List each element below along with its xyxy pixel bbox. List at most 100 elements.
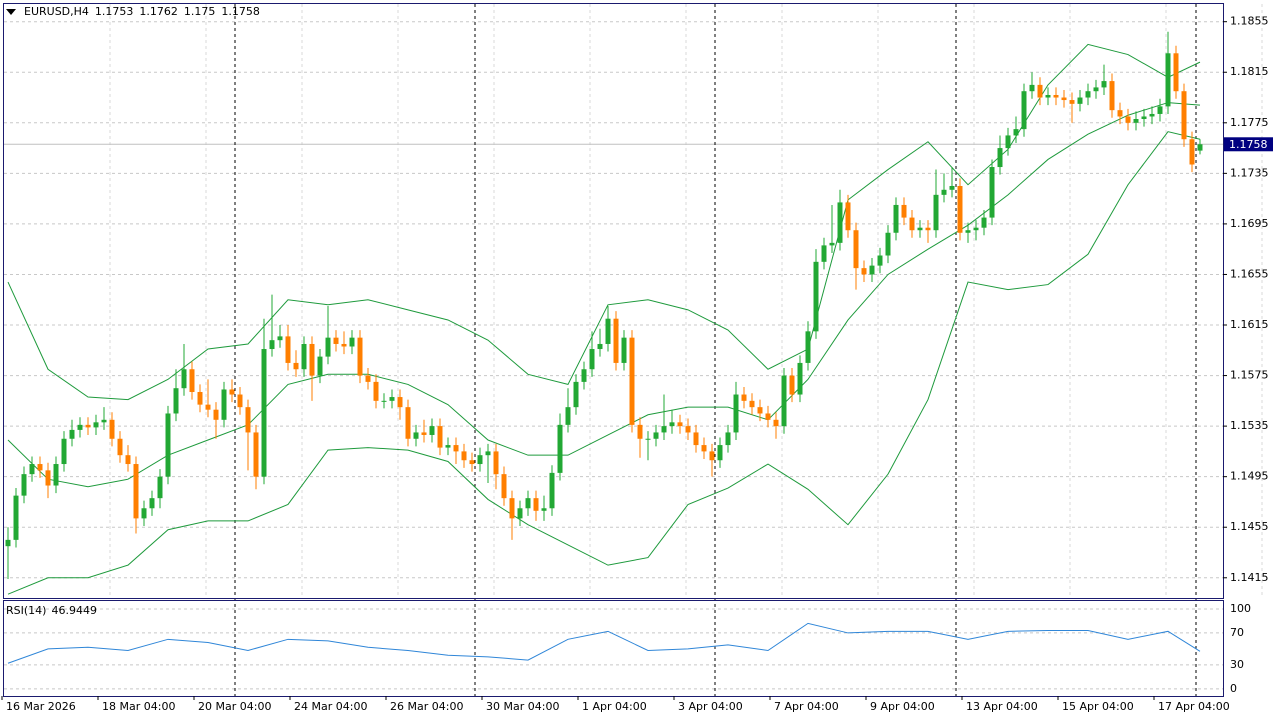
x-tick-label: 13 Apr 04:00 bbox=[966, 700, 1038, 713]
candle-body bbox=[789, 375, 795, 395]
candle-body bbox=[357, 337, 363, 376]
header-low: 1.175 bbox=[183, 5, 216, 18]
candle-body bbox=[605, 318, 611, 344]
candle-body bbox=[77, 424, 83, 430]
x-tick-label: 17 Apr 04:00 bbox=[1158, 700, 1230, 713]
candle-body bbox=[165, 413, 171, 477]
candle-body bbox=[501, 474, 507, 499]
candle-body bbox=[1189, 139, 1195, 165]
candle-body bbox=[525, 498, 531, 509]
candle-body bbox=[181, 369, 187, 389]
candle-body bbox=[61, 438, 67, 465]
candle-body bbox=[117, 438, 123, 456]
candle-body bbox=[101, 419, 107, 423]
x-tick-label: 24 Mar 04:00 bbox=[294, 700, 367, 713]
candle-body bbox=[973, 227, 979, 231]
candle-body bbox=[421, 432, 427, 435]
candle-body bbox=[813, 261, 819, 332]
candle-body bbox=[1197, 144, 1203, 151]
candle-body bbox=[453, 445, 459, 452]
candle-body bbox=[445, 445, 451, 448]
candle-body bbox=[845, 202, 851, 231]
rsi-label: RSI(14) bbox=[6, 604, 47, 617]
candle-body bbox=[197, 391, 203, 405]
candle-body bbox=[93, 422, 99, 428]
candle-body bbox=[53, 464, 59, 486]
candle-body bbox=[509, 498, 515, 519]
rsi-tick-label: 70 bbox=[1230, 626, 1244, 639]
candle-body bbox=[469, 460, 475, 465]
candle-body bbox=[661, 426, 667, 433]
y-tick-label: 1.1535 bbox=[1230, 419, 1269, 432]
candle-body bbox=[1005, 135, 1011, 149]
candle-body bbox=[869, 265, 875, 275]
candle-body bbox=[701, 445, 707, 452]
candle-body bbox=[805, 331, 811, 363]
candle-body bbox=[685, 426, 691, 433]
candle-body bbox=[565, 407, 571, 425]
candle-body bbox=[277, 336, 283, 341]
header-high: 1.1762 bbox=[139, 5, 178, 18]
y-tick-label: 1.1575 bbox=[1230, 369, 1269, 382]
candle-body bbox=[1029, 84, 1035, 92]
candle-body bbox=[173, 388, 179, 414]
y-tick-label: 1.1495 bbox=[1230, 470, 1269, 483]
candle-body bbox=[301, 343, 307, 370]
candle-body bbox=[965, 230, 971, 233]
candle-body bbox=[773, 419, 779, 427]
candle-body bbox=[1181, 91, 1187, 140]
candle-body bbox=[893, 204, 899, 233]
x-tick-label: 18 Mar 04:00 bbox=[102, 700, 175, 713]
candle-body bbox=[989, 167, 995, 218]
x-tick-label: 20 Mar 04:00 bbox=[198, 700, 271, 713]
candle-body bbox=[349, 337, 355, 347]
candle-body bbox=[917, 227, 923, 231]
candle-body bbox=[341, 343, 347, 347]
menu-arrow[interactable] bbox=[6, 8, 16, 15]
candle-body bbox=[589, 349, 595, 370]
candle-body bbox=[221, 389, 227, 420]
y-tick-label: 1.1855 bbox=[1230, 15, 1269, 28]
candle-body bbox=[733, 394, 739, 433]
candle-body bbox=[309, 343, 315, 376]
candle-body bbox=[45, 470, 51, 486]
y-tick-label: 1.1735 bbox=[1230, 166, 1269, 179]
y-tick-label: 1.1775 bbox=[1230, 116, 1269, 129]
candle-body bbox=[1061, 97, 1067, 101]
rsi-frame bbox=[3, 600, 1224, 697]
y-tick-label: 1.1815 bbox=[1230, 65, 1269, 78]
candle-body bbox=[21, 474, 27, 496]
candle-body bbox=[781, 375, 787, 427]
rsi-tick-label: 100 bbox=[1230, 602, 1251, 615]
candle-body bbox=[253, 432, 259, 477]
candle-body bbox=[1141, 116, 1147, 120]
candle-body bbox=[1117, 110, 1123, 117]
candle-body bbox=[397, 397, 403, 408]
candle-body bbox=[941, 189, 947, 195]
candle-body bbox=[741, 394, 747, 401]
candle-body bbox=[829, 242, 835, 246]
candle-body bbox=[333, 337, 339, 344]
candle-body bbox=[725, 432, 731, 446]
candle-body bbox=[933, 194, 939, 231]
candle-body bbox=[245, 407, 251, 433]
candle-body bbox=[517, 508, 523, 519]
candle-body bbox=[5, 539, 11, 547]
candle-body bbox=[381, 400, 387, 402]
rsi-tick-label: 0 bbox=[1230, 682, 1237, 695]
symbol: EURUSD,H4 bbox=[24, 5, 89, 18]
candle-body bbox=[109, 419, 115, 439]
candle-body bbox=[621, 337, 627, 363]
candle-body bbox=[1173, 53, 1179, 92]
candle-body bbox=[709, 451, 715, 461]
candle-body bbox=[821, 245, 827, 262]
candle-body bbox=[861, 268, 867, 275]
price-tag-label: 1.1758 bbox=[1229, 138, 1268, 151]
rsi-value: 46.9449 bbox=[51, 604, 97, 617]
candle-body bbox=[37, 464, 43, 471]
candle-body bbox=[1165, 53, 1171, 107]
chart-header: EURUSD,H4 1.1753 1.1762 1.175 1.1758 bbox=[6, 5, 260, 18]
candle-body bbox=[325, 337, 331, 357]
candle-body bbox=[637, 424, 643, 439]
